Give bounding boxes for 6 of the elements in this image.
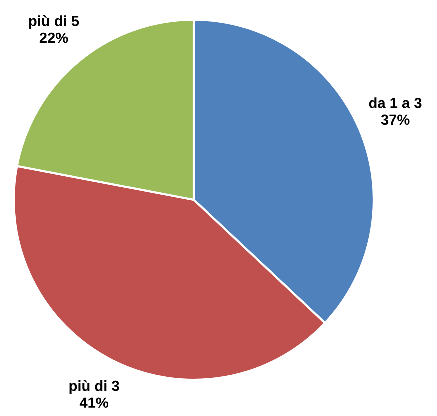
- slice-label: più di 3: [70, 380, 120, 394]
- data-label: 37%: [381, 114, 410, 126]
- slice-label: da 1 a 3: [369, 98, 422, 108]
- data-label: 41%: [80, 398, 109, 408]
- slice-label: più di 5: [29, 16, 80, 30]
- data-label: 22%: [40, 32, 68, 44]
